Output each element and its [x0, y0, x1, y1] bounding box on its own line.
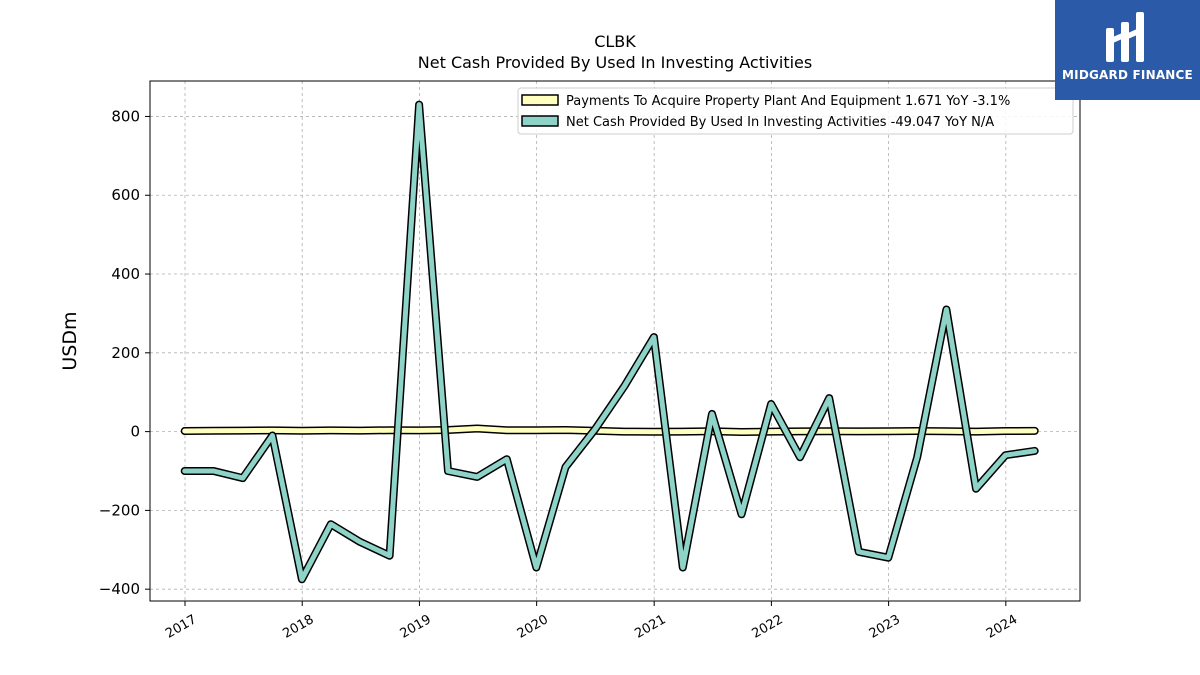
x-tick-label: 2017	[163, 612, 199, 642]
x-axis: 2017 2018 2019 2020 2021 2022 2023 2024	[163, 601, 1020, 642]
brand-logo: MIDGARD FINANCE	[1055, 0, 1200, 100]
x-tick-label: 2023	[867, 612, 903, 642]
brand-logo-mark-icon	[1106, 12, 1144, 62]
y-axis: −400 −200 0 200 400 600 800	[99, 107, 150, 598]
brand-logo-text: MIDGARD FINANCE	[1062, 68, 1193, 82]
series-capex-line	[182, 426, 1038, 435]
x-tick-label: 2018	[280, 612, 316, 642]
x-tick-label: 2020	[515, 612, 551, 642]
legend-swatch	[521, 94, 559, 106]
y-axis-label: USDm	[59, 311, 81, 370]
y-tick-label: 0	[130, 423, 140, 441]
legend: Payments To Acquire Property Plant And E…	[517, 87, 1074, 135]
series-investing-cash-flow-outline	[180, 100, 1039, 584]
x-tick-label: 2022	[750, 612, 786, 642]
chart-title: CLBK	[594, 32, 636, 51]
y-tick-label: −200	[99, 501, 140, 519]
y-tick-label: 200	[111, 344, 140, 362]
series-layer	[180, 100, 1039, 584]
chart-subtitle: Net Cash Provided By Used In Investing A…	[417, 53, 813, 72]
series-investing-cash-flow-line	[182, 102, 1038, 582]
y-tick-label: 400	[111, 265, 140, 283]
x-tick-label: 2024	[984, 612, 1020, 642]
plot-area-frame	[149, 80, 1081, 602]
y-tick-label: −400	[99, 580, 140, 598]
legend-swatch	[521, 115, 559, 127]
legend-box	[517, 87, 1074, 135]
y-tick-label: 600	[111, 186, 140, 204]
legend-label: Payments To Acquire Property Plant And E…	[566, 94, 1010, 109]
x-tick-label: 2021	[632, 612, 668, 642]
y-tick-label: 800	[111, 107, 140, 125]
legend-label: Net Cash Provided By Used In Investing A…	[566, 115, 994, 130]
x-tick-label: 2019	[398, 612, 434, 642]
